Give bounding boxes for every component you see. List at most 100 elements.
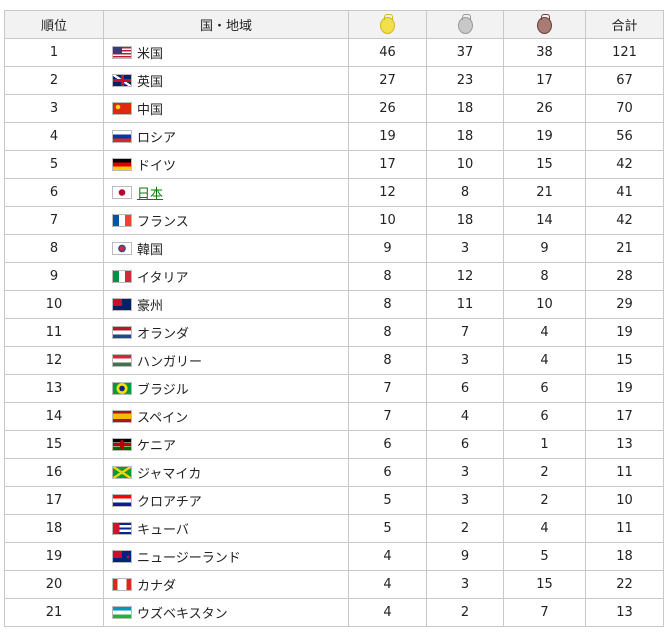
table-row: 7 フランス 10 18 14 42 (4, 206, 664, 235)
gold-cell: 6 (348, 430, 427, 459)
country-name: ジャマイカ (137, 467, 202, 482)
rank-cell: 20 (4, 570, 104, 599)
silver-header (426, 10, 504, 39)
rank-cell: 8 (4, 234, 104, 263)
silver-cell: 23 (426, 66, 504, 95)
total-cell: 42 (585, 206, 664, 235)
gold-cell: 4 (348, 598, 427, 627)
silver-cell: 10 (426, 150, 504, 179)
rank-header: 順位 (4, 10, 104, 39)
silver-cell: 9 (426, 542, 504, 571)
gold-cell: 9 (348, 234, 427, 263)
silver-cell: 3 (426, 570, 504, 599)
bronze-cell: 14 (503, 206, 586, 235)
country-name: クロアチア (137, 495, 202, 510)
bronze-cell: 17 (503, 66, 586, 95)
silver-cell: 7 (426, 318, 504, 347)
rank-cell: 10 (4, 290, 104, 319)
country-cell: カナダ (103, 570, 349, 599)
rank-cell: 11 (4, 318, 104, 347)
country-cell: 日本 (103, 178, 349, 207)
bronze-cell: 6 (503, 402, 586, 431)
country-cell: ジャマイカ (103, 458, 349, 487)
flag-ke-icon (112, 438, 132, 451)
country-name: キューバ (137, 523, 189, 538)
rank-cell: 21 (4, 598, 104, 627)
country-cell: 豪州 (103, 290, 349, 319)
country-name: オランダ (137, 327, 190, 342)
rank-cell: 5 (4, 150, 104, 179)
country-cell: キューバ (103, 514, 349, 543)
country-cell: 米国 (103, 38, 349, 67)
total-cell: 29 (585, 290, 664, 319)
table-row: 1 米国 46 37 38 121 (4, 38, 664, 67)
rank-cell: 6 (4, 178, 104, 207)
country-cell: 韓国 (103, 234, 349, 263)
bronze-cell: 7 (503, 598, 586, 627)
bronze-cell: 15 (503, 150, 586, 179)
country-cell: クロアチア (103, 486, 349, 515)
table-row: 15 ケニア 6 6 1 13 (4, 430, 664, 459)
silver-cell: 8 (426, 178, 504, 207)
flag-cn-icon (112, 102, 132, 115)
rank-cell: 18 (4, 514, 104, 543)
flag-jm-icon (112, 466, 132, 479)
silver-cell: 18 (426, 94, 504, 123)
rank-cell: 7 (4, 206, 104, 235)
bronze-cell: 4 (503, 346, 586, 375)
country-name: 米国 (137, 47, 164, 62)
country-name: ケニア (137, 439, 177, 454)
country-cell: ロシア (103, 122, 349, 151)
country-cell: ハンガリー (103, 346, 349, 375)
silver-medal-icon (457, 14, 473, 34)
gold-cell: 4 (348, 542, 427, 571)
rank-cell: 9 (4, 262, 104, 291)
flag-es-icon (112, 410, 132, 423)
country-cell: フランス (103, 206, 349, 235)
table-row: 5 ドイツ 17 10 15 42 (4, 150, 664, 179)
silver-cell: 2 (426, 598, 504, 627)
total-cell: 19 (585, 374, 664, 403)
total-cell: 41 (585, 178, 664, 207)
gold-cell: 6 (348, 458, 427, 487)
gold-cell: 19 (348, 122, 427, 151)
rank-cell: 16 (4, 458, 104, 487)
bronze-cell: 38 (503, 38, 586, 67)
rank-cell: 19 (4, 542, 104, 571)
gold-cell: 4 (348, 570, 427, 599)
gold-header (348, 10, 427, 39)
flag-gb-icon (112, 74, 132, 87)
country-cell: ニュージーランド (103, 542, 349, 571)
total-cell: 11 (585, 458, 664, 487)
country-cell: 中国 (103, 94, 349, 123)
gold-cell: 7 (348, 402, 427, 431)
flag-nl-icon (112, 326, 132, 339)
gold-cell: 10 (348, 206, 427, 235)
flag-uz-icon (112, 606, 132, 619)
flag-cu-icon (112, 522, 132, 535)
bronze-cell: 19 (503, 122, 586, 151)
bronze-cell: 9 (503, 234, 586, 263)
gold-cell: 8 (348, 262, 427, 291)
gold-cell: 5 (348, 486, 427, 515)
table-row: 19 ニュージーランド 4 9 5 18 (4, 542, 664, 571)
gold-cell: 7 (348, 374, 427, 403)
bronze-cell: 1 (503, 430, 586, 459)
country-link[interactable]: 日本 (137, 187, 164, 202)
total-cell: 42 (585, 150, 664, 179)
silver-cell: 37 (426, 38, 504, 67)
country-name: カナダ (137, 579, 177, 594)
gold-cell: 8 (348, 290, 427, 319)
bronze-cell: 10 (503, 290, 586, 319)
silver-cell: 11 (426, 290, 504, 319)
country-cell: 英国 (103, 66, 349, 95)
flag-ru-icon (112, 130, 132, 143)
table-row: 9 イタリア 8 12 8 28 (4, 262, 664, 291)
country-name: フランス (137, 215, 189, 230)
total-cell: 10 (585, 486, 664, 515)
flag-de-icon (112, 158, 132, 171)
rank-cell: 17 (4, 486, 104, 515)
bronze-cell: 2 (503, 486, 586, 515)
country-cell: オランダ (103, 318, 349, 347)
silver-cell: 18 (426, 122, 504, 151)
